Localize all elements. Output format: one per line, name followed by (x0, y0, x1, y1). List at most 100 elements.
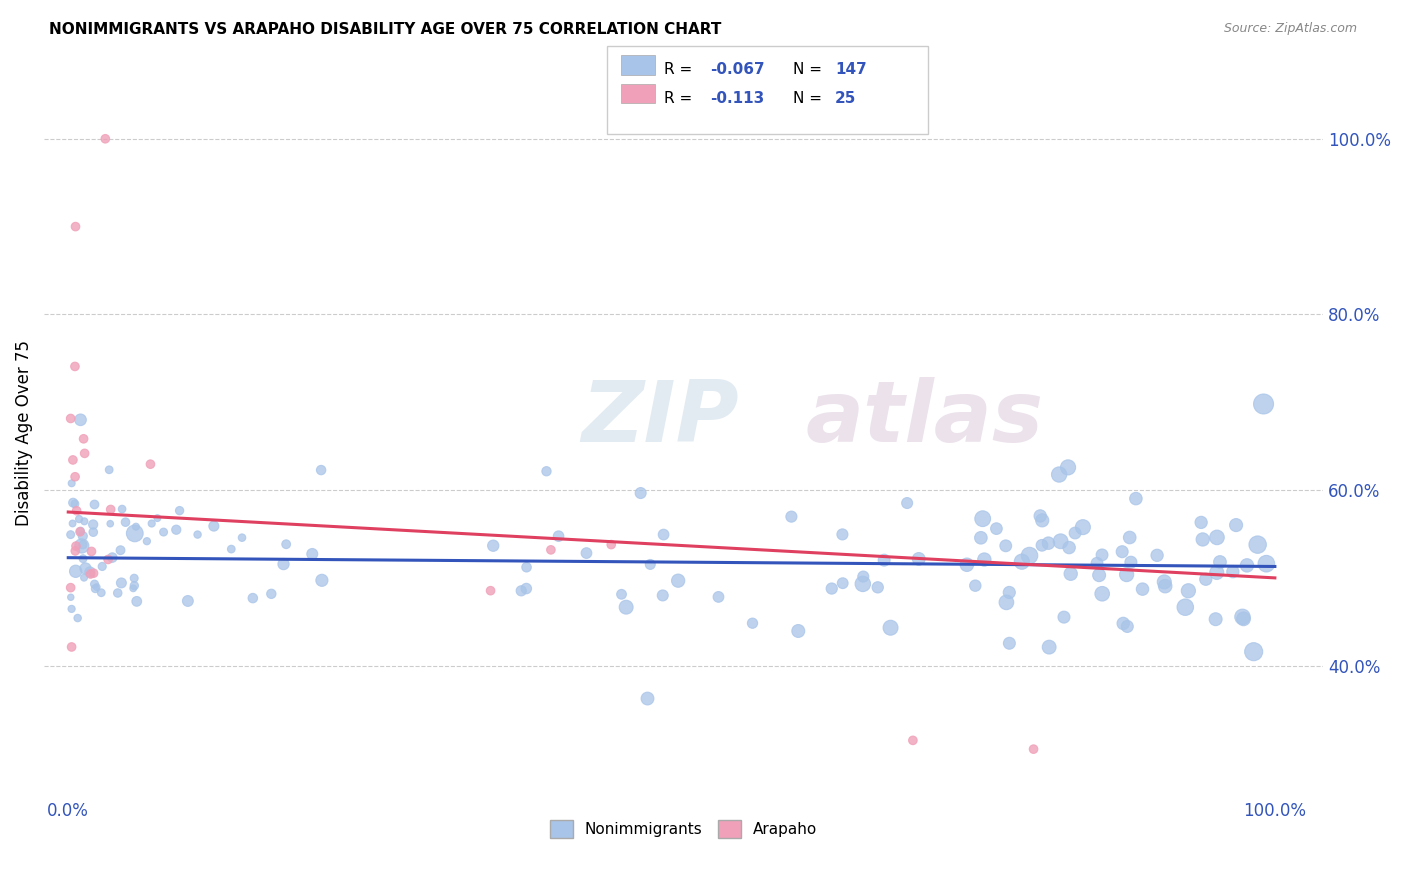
Point (1049, 534, 1071, 549)
Point (83, 577, 105, 591)
Point (1232, 610, 1254, 624)
Text: R =: R = (664, 62, 697, 78)
Point (1132, 582, 1154, 596)
Point (1177, 583, 1199, 598)
Point (652, 527, 675, 541)
Point (600, 538, 623, 552)
Point (879, 621, 901, 635)
Point (1031, 538, 1053, 552)
Text: R =: R = (664, 91, 702, 106)
Point (72, 529, 94, 543)
Point (110, 576, 132, 591)
Point (1057, 460, 1080, 475)
Point (1118, 531, 1140, 545)
Point (515, 582, 537, 596)
Point (970, 531, 993, 545)
Point (1057, 541, 1080, 555)
Point (1246, 538, 1268, 552)
Point (1119, 555, 1142, 569)
Text: NONIMMIGRANTS VS ARAPAHO DISABILITY AGE OVER 75 CORRELATION CHART: NONIMMIGRANTS VS ARAPAHO DISABILITY AGE … (49, 22, 721, 37)
Point (1146, 549, 1168, 563)
Point (309, 463, 332, 477)
Point (831, 527, 853, 541)
Point (79, 566, 101, 581)
Point (1189, 516, 1212, 530)
Point (1060, 566, 1083, 581)
Point (994, 539, 1017, 553)
Point (1111, 544, 1133, 558)
Point (69, 413, 91, 427)
Point (260, 587, 283, 601)
Point (1154, 579, 1177, 593)
Point (1053, 610, 1076, 624)
Point (84, 582, 107, 596)
Text: ZIP: ZIP (581, 377, 740, 460)
Point (536, 464, 558, 478)
Point (59, 411, 82, 425)
Point (82, 517, 104, 532)
Point (65, 564, 87, 578)
Point (111, 502, 134, 516)
Point (965, 579, 987, 593)
Point (1205, 612, 1227, 626)
Point (231, 531, 253, 545)
Point (638, 558, 661, 572)
Point (707, 590, 730, 604)
Text: atlas: atlas (806, 377, 1043, 460)
Point (1038, 536, 1060, 550)
Point (614, 600, 637, 615)
Point (1029, 508, 1052, 523)
Point (86, 580, 108, 594)
Point (547, 529, 569, 543)
Point (866, 580, 889, 594)
Point (998, 636, 1021, 650)
Point (852, 577, 875, 591)
Point (311, 574, 333, 588)
Point (60, 476, 83, 491)
Point (1222, 565, 1244, 579)
Point (1125, 491, 1147, 506)
Point (59, 581, 82, 595)
Point (637, 691, 659, 706)
Point (1243, 645, 1265, 659)
Point (101, 550, 124, 565)
Point (821, 582, 844, 596)
Point (79, 565, 101, 579)
Point (65, 504, 87, 518)
Point (1206, 530, 1229, 544)
Point (510, 583, 533, 598)
Point (1031, 513, 1053, 527)
Point (73, 446, 96, 460)
Point (1236, 558, 1258, 573)
Point (72, 551, 94, 566)
Point (97, 552, 120, 566)
Point (202, 519, 225, 533)
Point (177, 594, 200, 608)
Point (276, 537, 298, 551)
Point (110, 543, 132, 558)
Point (630, 486, 652, 500)
Point (62, 516, 84, 531)
Point (1115, 567, 1137, 582)
Point (956, 558, 979, 572)
Point (1153, 574, 1175, 589)
Point (1256, 557, 1278, 571)
Point (107, 586, 129, 600)
Point (59, 527, 82, 541)
Point (67, 512, 90, 526)
Point (1191, 533, 1213, 547)
Point (124, 579, 146, 593)
Point (995, 595, 1018, 609)
Point (1085, 556, 1108, 570)
Point (122, 582, 145, 596)
Point (852, 569, 875, 583)
Point (124, 526, 146, 541)
Point (80, 544, 103, 558)
Point (146, 511, 169, 525)
Point (575, 546, 598, 560)
Point (72, 432, 94, 446)
Point (1112, 616, 1135, 631)
Point (1091, 587, 1114, 601)
Point (973, 552, 995, 566)
Point (666, 574, 689, 588)
